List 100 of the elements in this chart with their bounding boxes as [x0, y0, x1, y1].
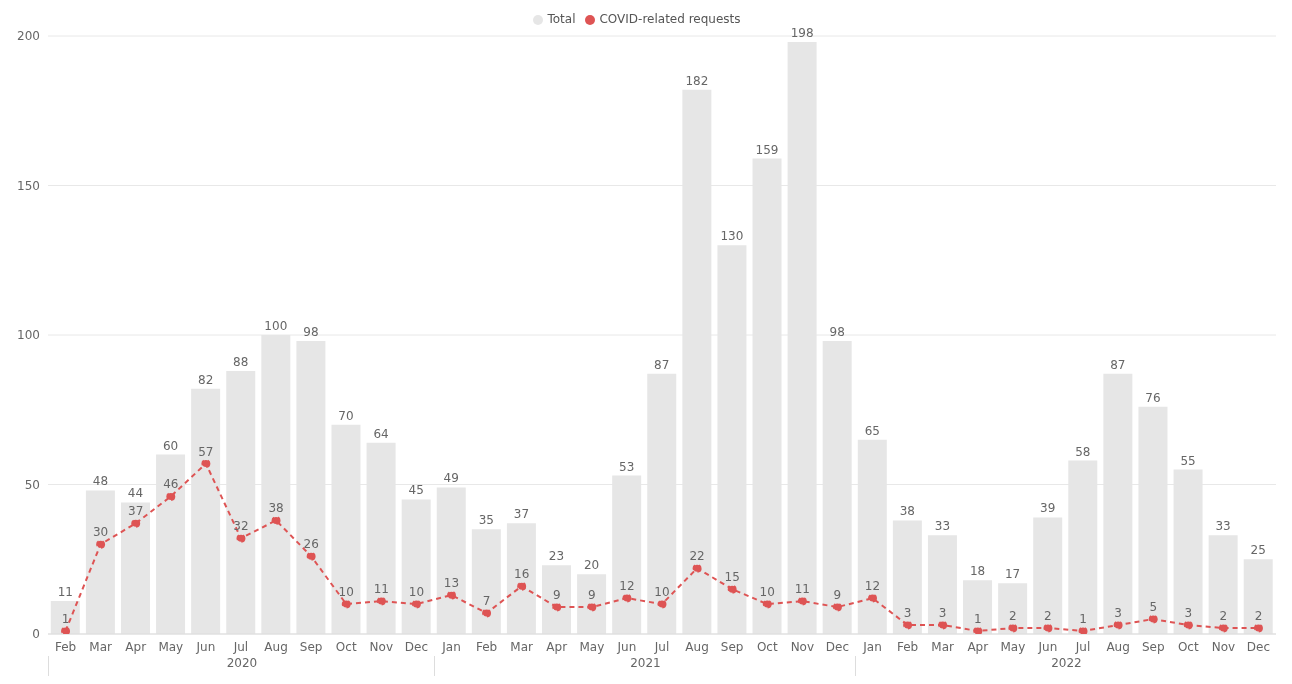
point	[903, 620, 913, 630]
y-tick-label: 200	[17, 29, 40, 44]
point	[341, 599, 351, 609]
x-tick-label: Jan	[862, 639, 882, 654]
data-label: 45	[408, 483, 424, 498]
data-label: 10	[654, 585, 670, 600]
data-label: 82	[198, 372, 214, 387]
x-tick-label: Aug	[685, 639, 709, 654]
point	[973, 626, 983, 634]
data-label: 12	[864, 579, 881, 594]
data-label: 37	[513, 507, 530, 522]
x-tick-label: Jul	[1074, 639, 1091, 654]
data-label: 13	[443, 576, 460, 591]
point	[692, 563, 702, 573]
data-label: 182	[685, 73, 709, 88]
data-label: 2	[1044, 609, 1052, 624]
x-tick-label: Jun	[1037, 639, 1058, 654]
data-label: 25	[1250, 543, 1266, 558]
data-label: 88	[233, 354, 249, 369]
data-label: 22	[689, 549, 705, 564]
data-label: 87	[654, 357, 670, 372]
x-tick-label: Jun	[195, 639, 216, 654]
point	[411, 599, 421, 609]
point	[657, 599, 667, 609]
data-label: 11	[794, 582, 810, 597]
data-label: 7	[482, 594, 491, 609]
point	[166, 491, 176, 501]
x-tick-label: May	[158, 639, 184, 654]
point	[832, 602, 842, 612]
point	[306, 551, 316, 561]
x-tick-label: Dec	[1246, 639, 1271, 654]
data-label: 70	[338, 408, 354, 423]
x-tick-label: Sep	[720, 639, 744, 654]
y-tick-label: 150	[17, 178, 40, 193]
point	[96, 539, 106, 549]
point	[446, 590, 456, 600]
data-label: 38	[268, 501, 284, 516]
data-label: 10	[759, 585, 775, 600]
x-tick-label: Jan	[441, 639, 461, 654]
x-tick-label: Aug	[264, 639, 288, 654]
x-tick-label: Nov	[369, 639, 394, 654]
data-label: 10	[408, 585, 425, 600]
point	[1183, 620, 1193, 630]
data-label: 100	[264, 319, 288, 333]
data-label: 1	[61, 612, 70, 627]
point	[1113, 620, 1123, 630]
point	[622, 593, 632, 603]
x-tick-label: Aug	[1106, 639, 1130, 654]
data-label: 98	[829, 324, 845, 339]
data-label: 18	[969, 564, 986, 579]
point	[727, 584, 737, 594]
legend-label: Total	[547, 12, 576, 26]
data-label: 55	[1180, 453, 1196, 468]
data-label: 12	[619, 579, 635, 594]
data-label: 17	[1004, 567, 1021, 582]
text: 2021	[433, 656, 856, 676]
data-label: 9	[833, 588, 842, 603]
data-label: 64	[373, 426, 389, 441]
y-tick-label: 50	[24, 477, 40, 492]
data-label: 46	[163, 477, 179, 492]
point	[1008, 623, 1018, 633]
y-tick-label: 0	[32, 627, 40, 642]
x-tick-label: Nov	[790, 639, 815, 654]
data-label: 11	[57, 585, 73, 600]
point	[797, 596, 807, 606]
x-tick-label: Sep	[299, 639, 323, 654]
point	[552, 602, 562, 612]
point	[376, 596, 386, 606]
point	[1218, 623, 1228, 633]
legend-label: COVID-related requests	[599, 12, 741, 26]
x-tick-label: Apr	[967, 639, 989, 654]
point	[61, 626, 71, 634]
x-tick-label: May	[579, 639, 605, 654]
data-label: 57	[198, 444, 214, 459]
data-label: 44	[127, 486, 144, 501]
data-label: 48	[92, 474, 109, 489]
data-label: 76	[1145, 390, 1161, 405]
data-label: 53	[619, 459, 635, 474]
x-tick-label: Mar	[931, 639, 955, 654]
point	[131, 518, 141, 528]
x-tick-label: Jun	[616, 639, 637, 654]
point	[1078, 626, 1088, 634]
y-tick-label: 100	[17, 328, 40, 343]
data-label: 35	[478, 513, 494, 528]
data-label: 198	[790, 25, 814, 40]
x-tick-label: May	[1000, 639, 1026, 654]
data-label: 3	[938, 606, 947, 621]
data-label: 16	[514, 567, 530, 582]
x-tick-label: Nov	[1211, 639, 1236, 654]
data-label: 30	[92, 525, 109, 540]
data-label: 3	[1184, 606, 1193, 621]
data-label: 9	[552, 588, 561, 603]
data-label: 3	[903, 606, 912, 621]
data-label: 5	[1149, 600, 1158, 615]
data-label: 2	[1219, 609, 1228, 624]
data-label: 9	[588, 588, 596, 603]
text: 2022	[854, 656, 1277, 676]
point	[868, 593, 878, 603]
x-tick-label: Feb	[896, 639, 919, 654]
point	[587, 602, 597, 612]
